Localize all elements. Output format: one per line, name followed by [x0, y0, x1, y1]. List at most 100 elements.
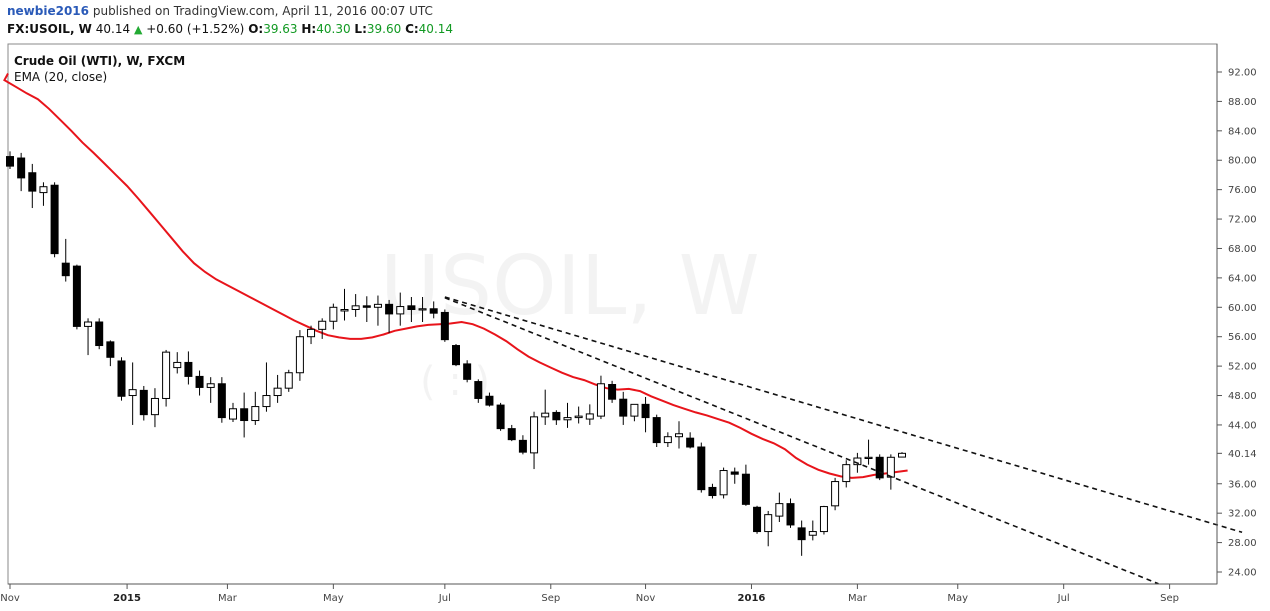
x-tick-label: Jul — [438, 593, 451, 604]
candle-body-up — [808, 531, 817, 536]
candle — [117, 357, 126, 401]
candle-body-down — [753, 506, 762, 533]
candle-body-up — [819, 506, 828, 533]
candle — [786, 498, 795, 528]
candle-body-down — [139, 389, 148, 416]
ema-line — [3, 73, 908, 479]
candle-body-down — [195, 375, 204, 388]
high-value: 40.30 — [316, 22, 351, 36]
candle — [262, 362, 271, 412]
candle — [284, 369, 293, 392]
candle — [39, 182, 48, 206]
candle — [396, 292, 405, 326]
candle-body-down — [407, 305, 416, 310]
x-axis[interactable]: Nov 2015 Mar May Jul Sep Nov 2016 Mar May Jul Sep — [0, 583, 1217, 604]
candle — [440, 309, 449, 342]
x-tick-label: May — [947, 593, 968, 604]
candle-body-up — [541, 412, 550, 418]
trendline[interactable] — [444, 296, 1243, 534]
x-tick-label: Sep — [541, 593, 560, 604]
candle-body-down — [463, 363, 472, 380]
x-tick-label: Mar — [218, 593, 238, 604]
candle-body-up — [373, 303, 382, 308]
close-value: 40.14 — [418, 22, 454, 36]
up-arrow-icon: ▲ — [133, 23, 143, 36]
candle — [630, 403, 639, 422]
candle — [50, 182, 59, 258]
candle-body-down — [697, 446, 706, 491]
y-tick-label: 48.00 — [1228, 391, 1257, 402]
candle — [84, 318, 93, 356]
y-tick-label: 60.00 — [1228, 303, 1257, 314]
candle — [307, 325, 316, 345]
candle-body-up — [273, 387, 282, 397]
candle-body-up — [262, 395, 271, 408]
y-tick-label: 28.00 — [1228, 538, 1257, 549]
candle-body-up — [530, 416, 539, 454]
candle-body-up — [251, 406, 260, 422]
candle — [240, 392, 249, 438]
candle — [641, 397, 650, 433]
y-tick-label: 52.00 — [1228, 362, 1257, 373]
candle-body-up — [853, 457, 862, 466]
candle — [351, 294, 360, 317]
candle — [842, 460, 851, 488]
candle-body-down — [652, 417, 661, 444]
plot-area[interactable] — [7, 43, 1218, 585]
candle-body-down — [28, 172, 37, 192]
y-tick-label: 32.00 — [1228, 509, 1257, 520]
y-tick-label: 56.00 — [1228, 332, 1257, 343]
trendline[interactable] — [444, 296, 1159, 585]
candles-layer — [6, 151, 906, 556]
candle-body-up — [351, 305, 360, 310]
candle — [373, 295, 382, 326]
candle — [708, 483, 717, 499]
candle-body-down — [106, 341, 115, 358]
candle — [585, 404, 594, 425]
candle-body-up — [206, 383, 215, 388]
candle — [72, 264, 81, 330]
candle — [6, 151, 14, 170]
candle — [797, 520, 806, 556]
candle-body-down — [72, 265, 81, 327]
candle — [173, 352, 182, 374]
candle — [195, 370, 204, 396]
candle-body-up — [128, 389, 137, 397]
candle-body-down — [385, 303, 394, 315]
candle-body-down — [440, 311, 449, 341]
candle-body-up — [775, 503, 784, 517]
candle — [507, 424, 516, 442]
y-axis[interactable]: 92.00 88.00 84.00 80.00 76.00 72.00 68.00 64.00… — [1216, 44, 1257, 584]
candle — [229, 402, 237, 422]
candle-body-up — [284, 372, 293, 389]
x-tick-label: Nov — [0, 593, 20, 604]
candle — [318, 318, 327, 339]
candle — [217, 377, 226, 423]
candle-body-down — [50, 184, 59, 255]
y-tick-label: 92.00 — [1228, 68, 1257, 79]
watermark: USOIL, W — [380, 239, 760, 334]
candle-body-up — [418, 308, 427, 311]
candle — [273, 374, 282, 403]
author-link[interactable]: newbie2016 — [7, 4, 90, 18]
candle-body-down — [730, 471, 739, 475]
candle-body-up — [719, 470, 728, 496]
candle-body-up — [898, 452, 906, 458]
candle-body-up — [340, 309, 349, 312]
candle — [775, 492, 784, 522]
candle-body-down — [6, 156, 14, 167]
candle — [139, 385, 148, 421]
x-tick-label: 2016 — [738, 593, 766, 604]
y-tick-label: 64.00 — [1228, 273, 1257, 284]
candle-body-up — [663, 436, 672, 444]
candle — [541, 389, 550, 425]
candle-body-up — [563, 417, 572, 421]
trendlines-layer[interactable] — [444, 296, 1243, 585]
candle-body-down — [95, 321, 104, 347]
candle — [619, 391, 628, 425]
x-tick-label: Nov — [636, 593, 656, 604]
x-tick-label: Sep — [1160, 593, 1179, 604]
y-tick-label: 72.00 — [1228, 215, 1257, 226]
candle-body-up — [574, 415, 583, 419]
